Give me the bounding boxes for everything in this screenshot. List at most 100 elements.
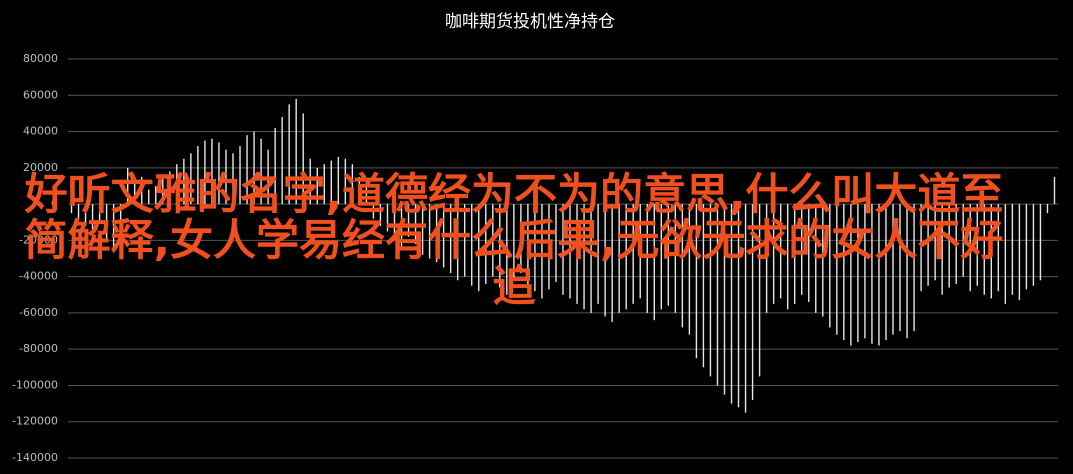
- bar: [218, 142, 220, 205]
- bar: [119, 204, 122, 237]
- bar: [400, 204, 403, 250]
- overlay-text: 好听文雅的名字,道德经为不为的意思,什么叫大道至简解释,女人学易经有什么后果,无…: [24, 170, 1004, 312]
- bar: [393, 204, 396, 241]
- bar: [190, 153, 192, 205]
- bar: [660, 204, 662, 310]
- bar: [562, 204, 564, 295]
- bar: [1025, 204, 1028, 290]
- bar: [197, 146, 199, 205]
- bar: [864, 204, 866, 339]
- bar: [576, 204, 578, 304]
- bar: [857, 204, 859, 342]
- bar: [204, 140, 206, 205]
- bar: [569, 204, 571, 299]
- y-tick-label: -140000: [12, 451, 58, 464]
- bar: [358, 176, 361, 205]
- bar: [442, 204, 445, 268]
- bar: [716, 204, 719, 386]
- bar: [751, 204, 754, 400]
- bar: [892, 204, 894, 335]
- bar: [464, 204, 466, 277]
- bar: [548, 204, 550, 290]
- bar: [456, 204, 459, 281]
- bar: [260, 138, 262, 205]
- bar: [527, 204, 529, 286]
- bar: [990, 204, 992, 299]
- bar: [344, 158, 347, 205]
- bar: [794, 204, 796, 304]
- bar: [1018, 204, 1021, 301]
- bar: [379, 204, 382, 226]
- bar: [407, 204, 410, 237]
- bar: [815, 204, 817, 313]
- bar: [632, 204, 634, 304]
- bar: [1011, 204, 1014, 295]
- bar: [492, 204, 494, 277]
- bar: [878, 204, 880, 346]
- bar: [112, 204, 115, 250]
- bar: [176, 164, 178, 205]
- bar: [1046, 204, 1049, 214]
- bar: [541, 204, 543, 299]
- bar: [183, 158, 185, 205]
- bar: [674, 204, 677, 313]
- y-tick-label: -80000: [19, 342, 58, 355]
- bar: [611, 204, 613, 322]
- bar: [449, 204, 452, 274]
- bar: [281, 117, 283, 205]
- bar: [927, 204, 929, 286]
- bar: [316, 167, 318, 205]
- bar: [737, 204, 740, 408]
- bar: [253, 131, 255, 205]
- bar: [730, 204, 733, 404]
- y-tick-label: 20000: [23, 161, 58, 174]
- bar: [421, 204, 424, 255]
- bar: [934, 204, 936, 281]
- bar: [148, 189, 150, 205]
- bar: [822, 204, 824, 317]
- bar: [941, 204, 943, 295]
- bar: [351, 164, 354, 205]
- bar: [758, 204, 761, 377]
- bar: [555, 204, 557, 283]
- bar: [134, 182, 136, 205]
- bar: [267, 149, 269, 205]
- bar: [829, 204, 831, 328]
- bar: [597, 204, 599, 304]
- bar: [105, 204, 108, 241]
- bar: [225, 149, 227, 205]
- bar: [499, 204, 501, 288]
- bar: [913, 204, 915, 332]
- bar: [211, 138, 213, 205]
- bar: [70, 204, 73, 214]
- bar: [302, 113, 304, 205]
- bar: [604, 204, 606, 317]
- bar: [843, 204, 845, 341]
- bar: [414, 204, 417, 244]
- bar: [1004, 204, 1007, 304]
- y-tick-label: 40000: [23, 125, 58, 138]
- bar: [681, 204, 684, 328]
- bar: [84, 204, 87, 226]
- bar: [709, 204, 712, 377]
- bar: [246, 135, 248, 205]
- bar: [386, 204, 389, 232]
- bar: [295, 98, 297, 205]
- bar: [1032, 204, 1035, 286]
- bar: [590, 204, 592, 313]
- bar: [702, 204, 705, 368]
- bar: [435, 204, 438, 263]
- bar: [77, 204, 80, 219]
- y-tick-label: 60000: [23, 88, 58, 101]
- bar: [478, 204, 480, 292]
- bar: [520, 204, 522, 274]
- bar: [836, 204, 838, 335]
- bar: [1053, 176, 1056, 205]
- bar: [779, 204, 782, 299]
- bar: [428, 204, 431, 259]
- bar: [91, 204, 94, 232]
- bar: [309, 158, 311, 205]
- bar: [850, 204, 852, 346]
